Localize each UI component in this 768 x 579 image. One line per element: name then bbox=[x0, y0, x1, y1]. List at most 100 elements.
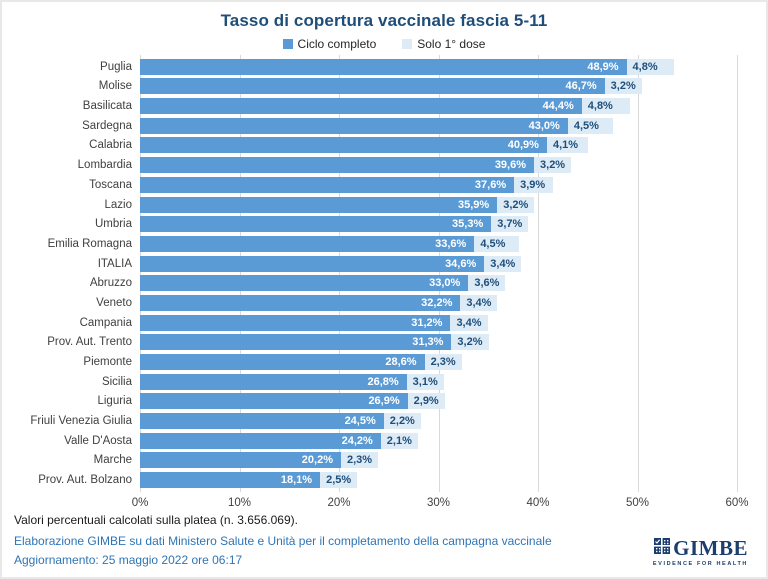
legend-item: Ciclo completo bbox=[282, 37, 377, 51]
bar-group: 35,3% 3,7% bbox=[140, 216, 737, 233]
bar-group: 43,0% 4,5% bbox=[140, 117, 737, 134]
footer-source: Elaborazione GIMBE su dati Ministero Sal… bbox=[14, 534, 552, 548]
dose-value-label: 4,5% bbox=[573, 119, 599, 132]
bar-ciclo-completo: 18,1% bbox=[140, 472, 321, 489]
category-label: Lazio bbox=[104, 198, 133, 211]
dose-value-label: 4,8% bbox=[632, 60, 658, 73]
bar-group: 48,9% 4,8% bbox=[140, 58, 737, 75]
bar-value-label: 39,6% bbox=[494, 159, 527, 172]
dose-value-label: 3,4% bbox=[466, 296, 492, 309]
bar-ciclo-completo: 39,6% bbox=[140, 157, 535, 174]
dose-value-label: 3,4% bbox=[490, 257, 516, 270]
bar-value-label: 37,6% bbox=[474, 178, 507, 191]
category-label: Basilicata bbox=[82, 100, 132, 113]
bar-group: 26,8% 3,1% bbox=[140, 373, 737, 390]
dose-value-label: 2,3% bbox=[430, 356, 456, 368]
category-label: Sardegna bbox=[82, 119, 132, 132]
gimbe-logo-tagline: EVIDENCE FOR HEALTH bbox=[652, 561, 748, 567]
bar-solo-prima-dose: 3,7% bbox=[491, 216, 529, 233]
bar-solo-prima-dose: 3,2% bbox=[534, 157, 572, 174]
bar-group: 24,5% 2,2% bbox=[140, 413, 737, 430]
bar-group: 31,3% 3,2% bbox=[140, 334, 737, 351]
gridline bbox=[140, 55, 141, 492]
dose-value-label: 3,1% bbox=[412, 375, 438, 388]
table-row: Emilia Romagna 33,6% 4,5% bbox=[0, 235, 737, 252]
legend-label: Ciclo completo bbox=[297, 37, 377, 51]
bar-solo-prima-dose: 3,2% bbox=[497, 196, 535, 213]
bar-value-label: 26,9% bbox=[368, 395, 400, 408]
bar-group: 32,2% 3,4% bbox=[140, 294, 737, 311]
bar-ciclo-completo: 28,6% bbox=[140, 354, 425, 370]
bar-ciclo-completo: 48,9% bbox=[140, 58, 627, 75]
bar-ciclo-completo: 46,7% bbox=[140, 78, 605, 95]
bar-group: 26,9% 2,9% bbox=[140, 393, 737, 410]
table-row: Lombardia 39,6% 3,2% bbox=[0, 157, 737, 174]
x-tick-label: 30% bbox=[426, 497, 451, 509]
bar-solo-prima-dose: 2,1% bbox=[380, 432, 418, 449]
dose-value-label: 3,2% bbox=[503, 198, 529, 211]
category-label: Campania bbox=[79, 316, 132, 329]
chart-title: Tasso di copertura vaccinale fascia 5-11 bbox=[220, 11, 548, 30]
bar-value-label: 35,9% bbox=[458, 198, 490, 211]
footer-update: Aggiornamento: 25 maggio 2022 ore 06:17 bbox=[14, 553, 243, 567]
dose-value-label: 3,7% bbox=[497, 218, 523, 231]
bar-solo-prima-dose: 3,2% bbox=[451, 334, 489, 351]
bar-value-label: 48,9% bbox=[587, 60, 619, 73]
category-label: Toscana bbox=[89, 178, 132, 191]
bar-group: 40,9% 4,1% bbox=[140, 137, 737, 154]
table-row: Sicilia 26,8% 3,1% bbox=[0, 373, 737, 390]
table-row: Molise 46,7% 3,2% bbox=[0, 78, 737, 95]
category-label: Prov. Aut. Bolzano bbox=[38, 474, 132, 487]
bar-ciclo-completo: 37,6% bbox=[140, 176, 515, 193]
gridline bbox=[438, 55, 440, 492]
bar-ciclo-completo: 26,8% bbox=[140, 373, 407, 390]
bar-ciclo-completo: 43,0% bbox=[140, 117, 568, 134]
bar-solo-prima-dose: 4,5% bbox=[474, 235, 520, 252]
category-label: Friuli Venezia Giulia bbox=[30, 415, 132, 428]
bar-ciclo-completo: 26,9% bbox=[140, 393, 408, 410]
bar-value-label: 33,0% bbox=[429, 277, 461, 290]
dose-value-label: 4,8% bbox=[587, 100, 613, 113]
bar-group: 37,6% 3,9% bbox=[140, 176, 737, 193]
bar-solo-prima-dose: 3,4% bbox=[484, 255, 522, 272]
table-row: Veneto 32,2% 3,4% bbox=[0, 294, 737, 311]
bar-ciclo-completo: 31,3% bbox=[140, 334, 452, 351]
footer-note: Valori percentuali calcolati sulla plate… bbox=[14, 513, 298, 527]
gridline bbox=[538, 55, 539, 492]
table-row: Lazio 35,9% 3,2% bbox=[0, 196, 737, 213]
x-tick-label: 0% bbox=[131, 497, 149, 509]
bar-ciclo-completo: 20,2% bbox=[140, 452, 341, 469]
gridline bbox=[637, 55, 639, 492]
dose-value-label: 2,2% bbox=[389, 415, 415, 428]
bar-ciclo-completo: 44,4% bbox=[140, 98, 582, 115]
chart-legend: Ciclo completo Solo 1° dose bbox=[0, 37, 768, 51]
category-label: Lombardia bbox=[77, 159, 132, 172]
table-row: Piemonte 28,6% 2,3% bbox=[0, 354, 737, 370]
bar-group: 18,1% 2,5% bbox=[140, 472, 737, 489]
legend-item: Solo 1° dose bbox=[402, 37, 485, 51]
legend-swatch-icon bbox=[282, 39, 293, 49]
bar-value-label: 24,5% bbox=[344, 415, 376, 428]
category-label: Calabria bbox=[89, 139, 132, 152]
table-row: Umbria 35,3% 3,7% bbox=[0, 216, 737, 233]
gimbe-logo-name: GIMBE bbox=[673, 536, 748, 560]
dose-value-label: 3,2% bbox=[540, 159, 566, 172]
dose-value-label: 3,6% bbox=[474, 277, 500, 290]
dose-value-label: 4,5% bbox=[480, 237, 506, 250]
x-tick-label: 50% bbox=[625, 497, 650, 509]
legend-swatch-icon bbox=[402, 39, 413, 49]
table-row: Puglia 48,9% 4,8% bbox=[0, 58, 737, 75]
bar-group: 24,2% 2,1% bbox=[140, 432, 737, 449]
category-label: Liguria bbox=[97, 395, 132, 408]
bar-solo-prima-dose: 2,2% bbox=[383, 413, 421, 430]
bar-group: 28,6% 2,3% bbox=[140, 354, 737, 370]
bar-value-label: 33,6% bbox=[435, 237, 467, 250]
bar-solo-prima-dose: 3,1% bbox=[406, 373, 444, 390]
bar-rows: Puglia 48,9% 4,8% Molise 46,7% 3,2% Basilicata… bbox=[0, 55, 737, 492]
bar-solo-prima-dose: 4,5% bbox=[567, 117, 613, 134]
bar-solo-prima-dose: 3,4% bbox=[460, 294, 498, 311]
bar-solo-prima-dose: 2,5% bbox=[320, 472, 358, 489]
bar-group: 33,6% 4,5% bbox=[140, 235, 737, 252]
dose-value-label: 3,2% bbox=[610, 80, 636, 93]
